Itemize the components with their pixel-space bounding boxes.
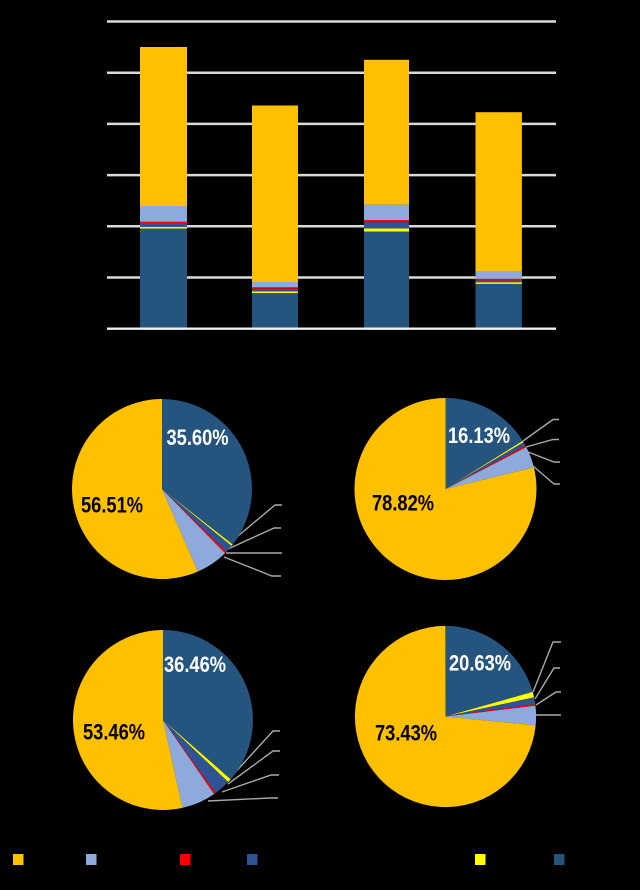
svg-text:78.82%: 78.82% [372, 490, 434, 515]
svg-text:35.60%: 35.60% [167, 425, 229, 450]
svg-text:16.13%: 16.13% [448, 423, 510, 448]
svg-text:36.46%: 36.46% [164, 652, 226, 677]
svg-text:53.46%: 53.46% [83, 719, 145, 744]
svg-text:20.63%: 20.63% [449, 650, 511, 675]
svg-text:73.43%: 73.43% [375, 720, 437, 745]
svg-text:56.51%: 56.51% [81, 492, 143, 517]
